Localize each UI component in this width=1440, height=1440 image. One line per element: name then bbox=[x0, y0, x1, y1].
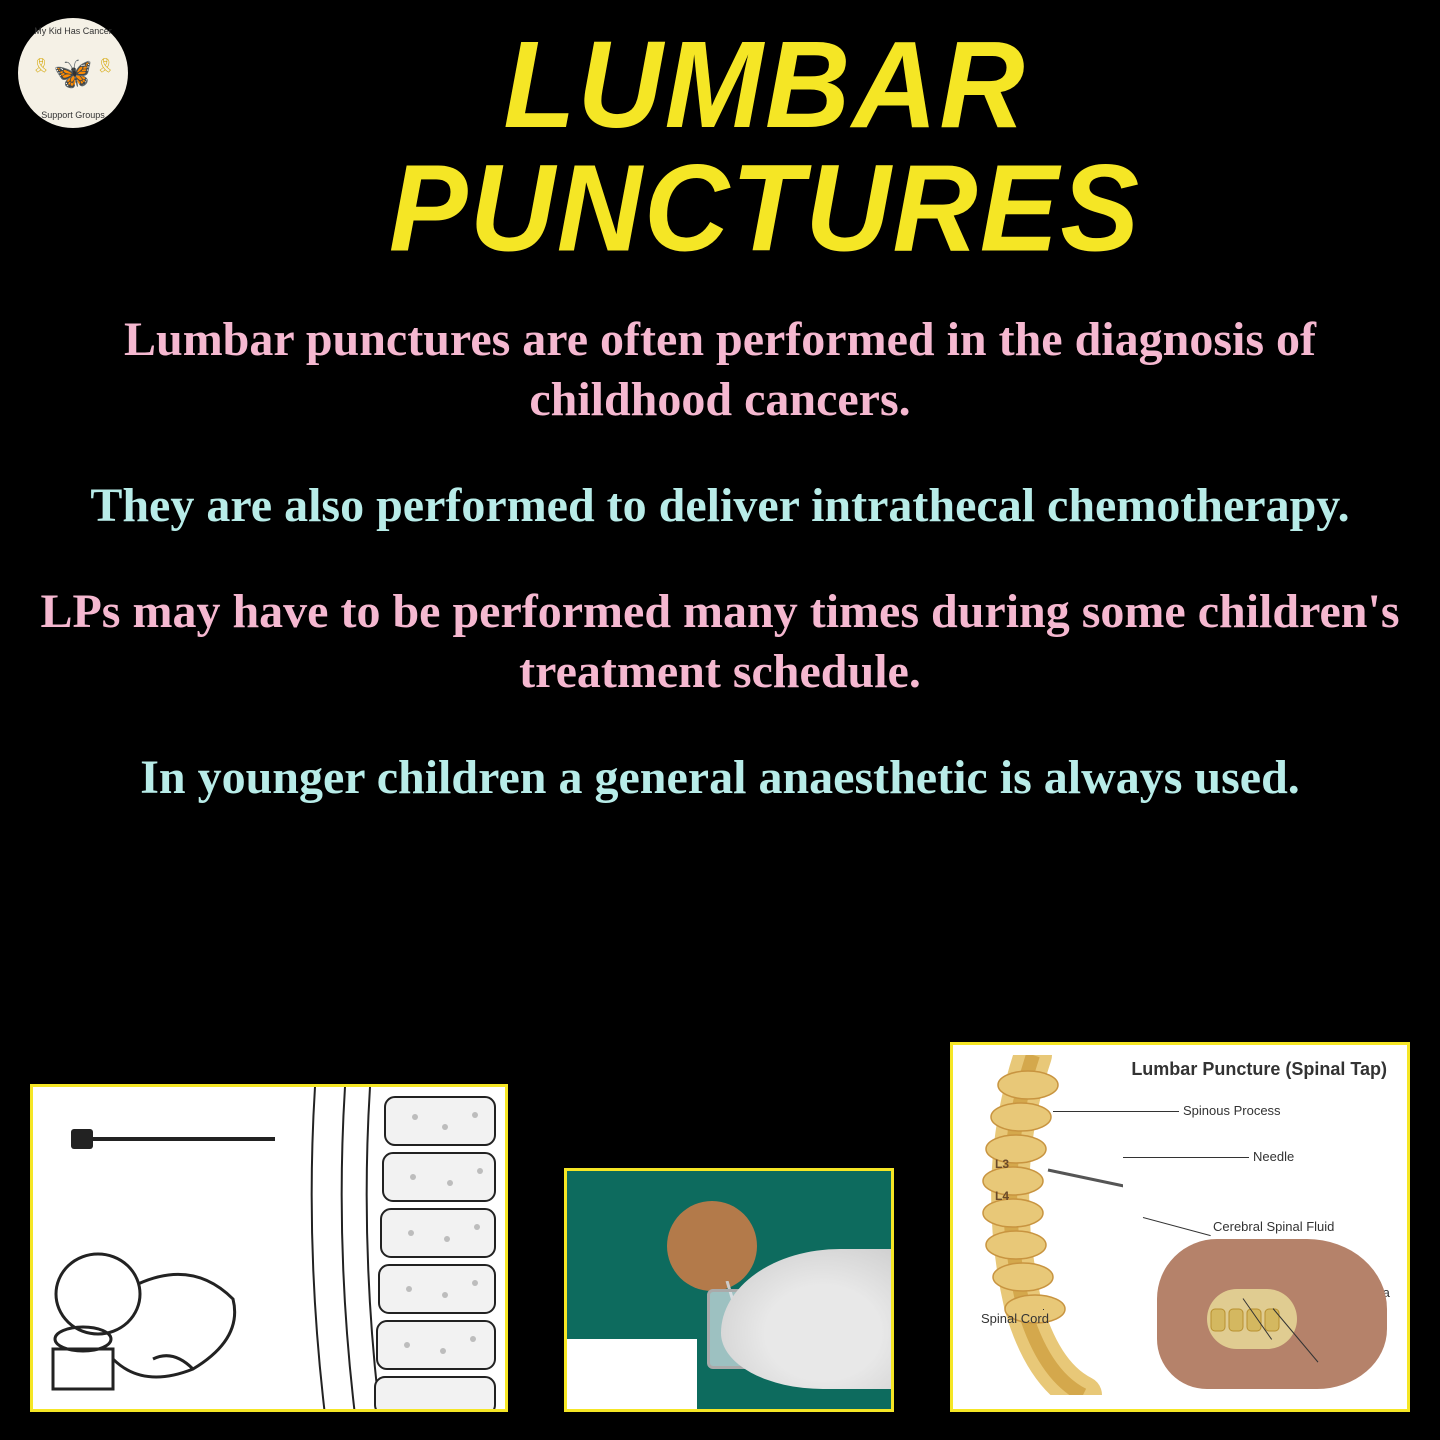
image-labeled-diagram: Lumbar Puncture (Spinal Tap) L3 L4 Spino… bbox=[950, 1042, 1410, 1412]
vertebra-label-l4: L4 bbox=[995, 1189, 1009, 1203]
exposed-skin bbox=[667, 1201, 757, 1291]
label-spinous-process: Spinous Process bbox=[1183, 1103, 1281, 1118]
paragraph-4: In younger children a general anaestheti… bbox=[40, 748, 1400, 808]
sketch-spine-section bbox=[275, 1087, 505, 1412]
label-needle: Needle bbox=[1253, 1149, 1294, 1164]
leader-needle bbox=[1123, 1157, 1249, 1158]
images-row: Lumbar Puncture (Spinal Tap) L3 L4 Spino… bbox=[0, 1042, 1440, 1412]
content-block: Lumbar punctures are often performed in … bbox=[0, 310, 1440, 808]
sketch-baby bbox=[43, 1199, 273, 1399]
paragraph-2: They are also performed to deliver intra… bbox=[40, 476, 1400, 536]
sketch-needle bbox=[93, 1137, 293, 1141]
image-sketch bbox=[30, 1084, 508, 1412]
label-csf: Cerebral Spinal Fluid bbox=[1213, 1219, 1334, 1234]
leader-cord bbox=[1043, 1309, 1044, 1310]
leader-csf bbox=[1143, 1217, 1211, 1236]
gauze bbox=[567, 1339, 697, 1409]
image-procedure-photo bbox=[564, 1168, 894, 1412]
paragraph-1: Lumbar punctures are often performed in … bbox=[40, 310, 1400, 430]
leader-spinous bbox=[1053, 1111, 1179, 1112]
diagram-spine bbox=[973, 1055, 1123, 1395]
vertebra-label-l3: L3 bbox=[995, 1157, 1009, 1171]
label-spinal-cord: Spinal Cord bbox=[981, 1311, 1049, 1326]
page-title: LUMBAR PUNCTURES bbox=[0, 0, 1440, 271]
paragraph-3: LPs may have to be performed many times … bbox=[40, 582, 1400, 702]
diagram-body-vertebrae bbox=[1207, 1289, 1297, 1349]
diagram-title: Lumbar Puncture (Spinal Tap) bbox=[1131, 1059, 1387, 1080]
